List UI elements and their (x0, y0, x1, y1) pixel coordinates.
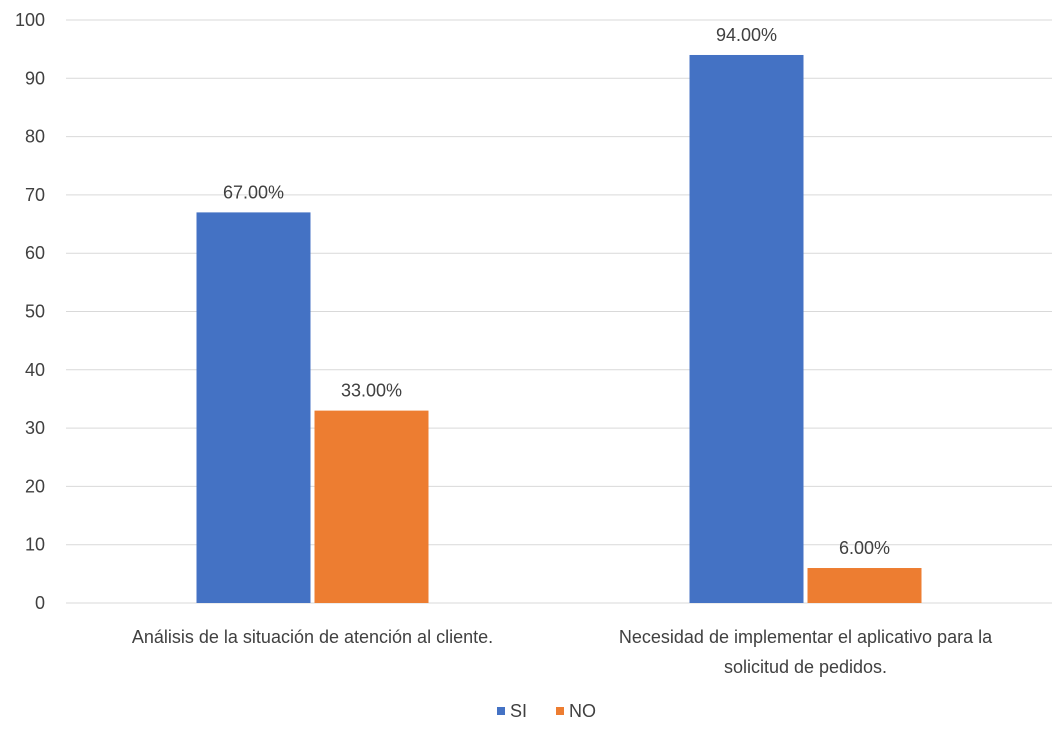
data-label: 33.00% (341, 381, 402, 401)
bar-si-1 (689, 54, 804, 604)
legend-label-no: NO (569, 701, 596, 721)
x-axis-categories: Análisis de la situación de atención al … (132, 627, 993, 677)
y-tick-label: 20 (25, 476, 45, 496)
y-tick-label: 70 (25, 185, 45, 205)
legend-label-si: SI (510, 701, 527, 721)
y-tick-label: 80 (25, 127, 45, 147)
y-tick-label: 30 (25, 418, 45, 438)
y-tick-label: 10 (25, 535, 45, 555)
y-tick-label: 50 (25, 302, 45, 322)
legend: SI NO (497, 701, 596, 721)
data-label: 94.00% (716, 25, 777, 45)
y-tick-label: 40 (25, 360, 45, 380)
y-axis-ticks: 0 10 20 30 40 50 60 70 80 90 100 (15, 10, 45, 613)
data-label: 6.00% (839, 538, 890, 558)
bar-no-1 (807, 568, 922, 603)
category-label: solicitud de pedidos. (724, 657, 887, 677)
category-label: Análisis de la situación de atención al … (132, 627, 493, 647)
legend-swatch-si (497, 707, 505, 715)
bar-si-0 (196, 212, 311, 603)
data-label: 67.00% (223, 182, 284, 202)
bar-no-0 (314, 410, 429, 603)
y-tick-label: 100 (15, 10, 45, 30)
data-labels: 67.00% 33.00% 94.00% 6.00% (223, 25, 890, 558)
category-label: Necesidad de implementar el aplicativo p… (619, 627, 993, 647)
y-tick-label: 0 (35, 593, 45, 613)
legend-swatch-no (556, 707, 564, 715)
bars (196, 54, 922, 604)
y-tick-label: 90 (25, 68, 45, 88)
y-tick-label: 60 (25, 243, 45, 263)
